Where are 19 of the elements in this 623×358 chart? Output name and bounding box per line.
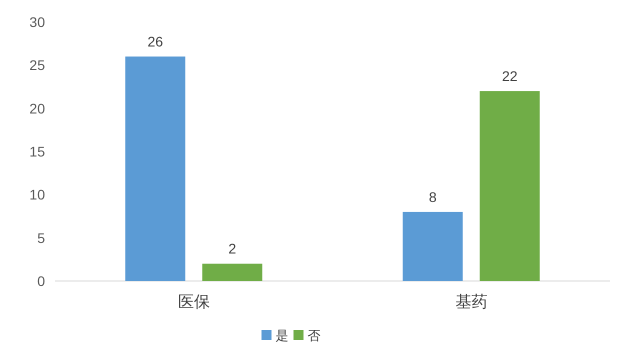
y-tick-label: 15 [29, 144, 46, 160]
data-label: 8 [428, 188, 437, 205]
data-label: 22 [502, 68, 518, 84]
y-tick-label: 30 [29, 14, 46, 30]
y-tick-label: 25 [29, 57, 46, 74]
data-label: 2 [228, 240, 236, 257]
bar [202, 264, 262, 281]
bar [402, 212, 463, 281]
y-tick-label: 20 [29, 100, 46, 116]
y-tick-label: 10 [29, 186, 46, 203]
bar [480, 91, 540, 281]
legend-label: 否 [308, 328, 320, 343]
x-tick-label: 基药 [455, 293, 488, 311]
y-tick-label: 5 [37, 230, 46, 246]
bar [125, 56, 186, 281]
legend-label: 是 [276, 328, 288, 343]
data-label: 26 [147, 34, 164, 50]
x-tick-label: 医保 [178, 294, 210, 311]
y-tick-label: 0 [37, 273, 46, 289]
